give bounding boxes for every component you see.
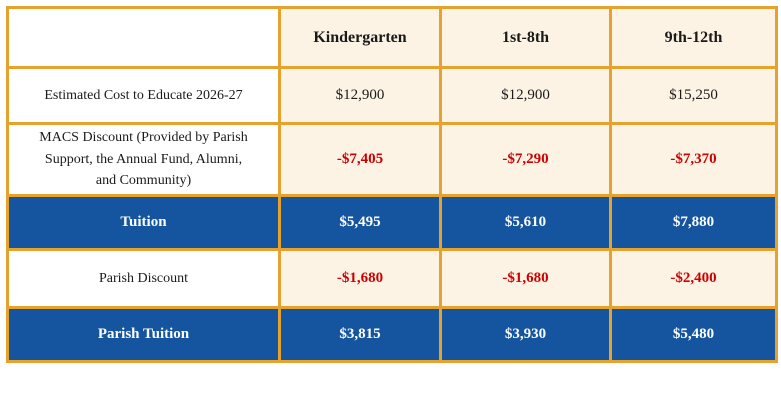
value-cell-kindergarten: $3,815 [278,306,442,364]
row-label: Parish Discount [6,248,281,310]
column-header-kindergarten: Kindergarten [278,6,442,69]
value-cell-9th-12th: $7,880 [609,194,778,252]
value-cell-9th-12th: $15,250 [609,66,778,125]
value-cell-9th-12th: -$7,370 [609,121,778,198]
tuition-table: Kindergarten 1st-8th 9th-12th Estimated … [6,6,778,364]
row-estimated-cost: Estimated Cost to Educate 2026-27 $12,90… [6,66,778,125]
value-cell-kindergarten: -$1,680 [278,248,442,310]
value-cell-kindergarten: -$7,405 [278,121,442,198]
row-tuition: Tuition $5,495 $5,610 $7,880 [6,194,778,252]
row-parish-discount: Parish Discount -$1,680 -$1,680 -$2,400 [6,248,778,310]
row-label: MACS Discount (Provided by Parish Suppor… [6,121,281,198]
row-macs-discount: MACS Discount (Provided by Parish Suppor… [6,121,778,198]
value-cell-1st-8th: -$7,290 [439,121,612,198]
row-parish-tuition: Parish Tuition $3,815 $3,930 $5,480 [6,306,778,364]
value-cell-1st-8th: $5,610 [439,194,612,252]
header-row: Kindergarten 1st-8th 9th-12th [6,6,778,69]
row-label: Estimated Cost to Educate 2026-27 [6,66,281,125]
value-cell-kindergarten: $12,900 [278,66,442,125]
column-header-9th-12th: 9th-12th [609,6,778,69]
value-cell-9th-12th: $5,480 [609,306,778,364]
column-header-1st-8th: 1st-8th [439,6,612,69]
corner-cell [6,6,281,69]
value-cell-1st-8th: -$1,680 [439,248,612,310]
row-label: Parish Tuition [6,306,281,364]
value-cell-kindergarten: $5,495 [278,194,442,252]
value-cell-1st-8th: $12,900 [439,66,612,125]
value-cell-9th-12th: -$2,400 [609,248,778,310]
value-cell-1st-8th: $3,930 [439,306,612,364]
row-label: Tuition [6,194,281,252]
